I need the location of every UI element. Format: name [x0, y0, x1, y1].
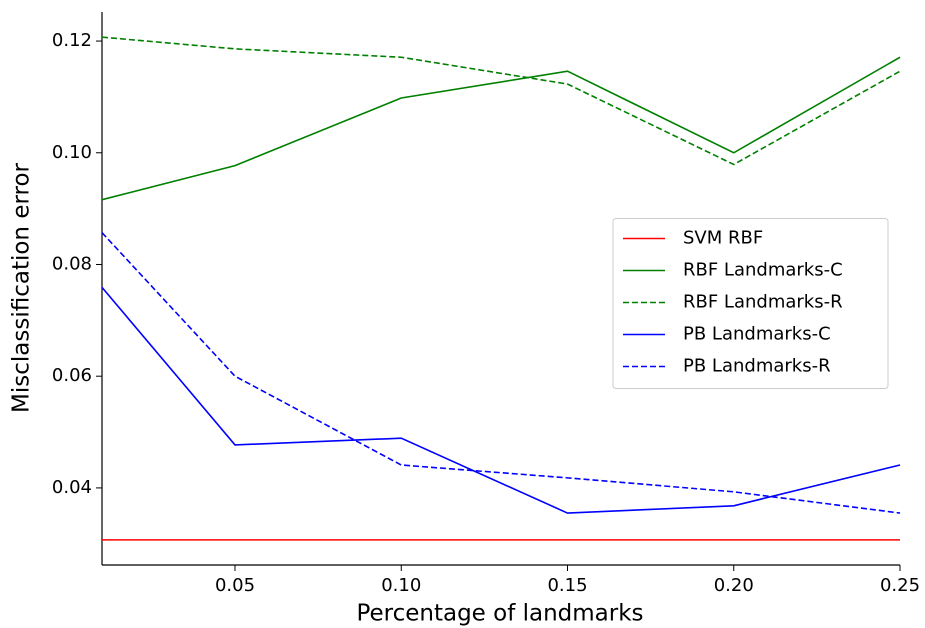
legend-box — [612, 218, 889, 389]
x-tick-label: 0.05 — [215, 575, 255, 596]
series-line — [101, 232, 901, 514]
x-tick-label: 0.15 — [547, 575, 587, 596]
y-tick-label: 0.10 — [52, 142, 92, 163]
y-tick-label: 0.12 — [52, 30, 92, 51]
x-tick-label: 0.10 — [381, 575, 421, 596]
x-axis-label: Percentage of landmarks — [356, 601, 643, 627]
legend-label: SVM RBF — [683, 228, 763, 249]
series-line — [101, 286, 901, 514]
y-axis-label: Misclassification error — [9, 162, 35, 413]
legend-label: RBF Landmarks-C — [683, 260, 843, 281]
x-tick-label: 0.25 — [880, 575, 920, 596]
y-tick-label: 0.06 — [52, 365, 92, 386]
x-tick-label: 0.20 — [714, 575, 754, 596]
legend-label: PB Landmarks-R — [683, 356, 831, 377]
y-tick-label: 0.08 — [52, 253, 92, 274]
series-line — [101, 56, 901, 201]
y-tick-label: 0.04 — [52, 477, 92, 498]
series-line — [101, 36, 901, 166]
legend-label: RBF Landmarks-R — [683, 292, 843, 313]
legend-label: PB Landmarks-C — [683, 324, 831, 345]
